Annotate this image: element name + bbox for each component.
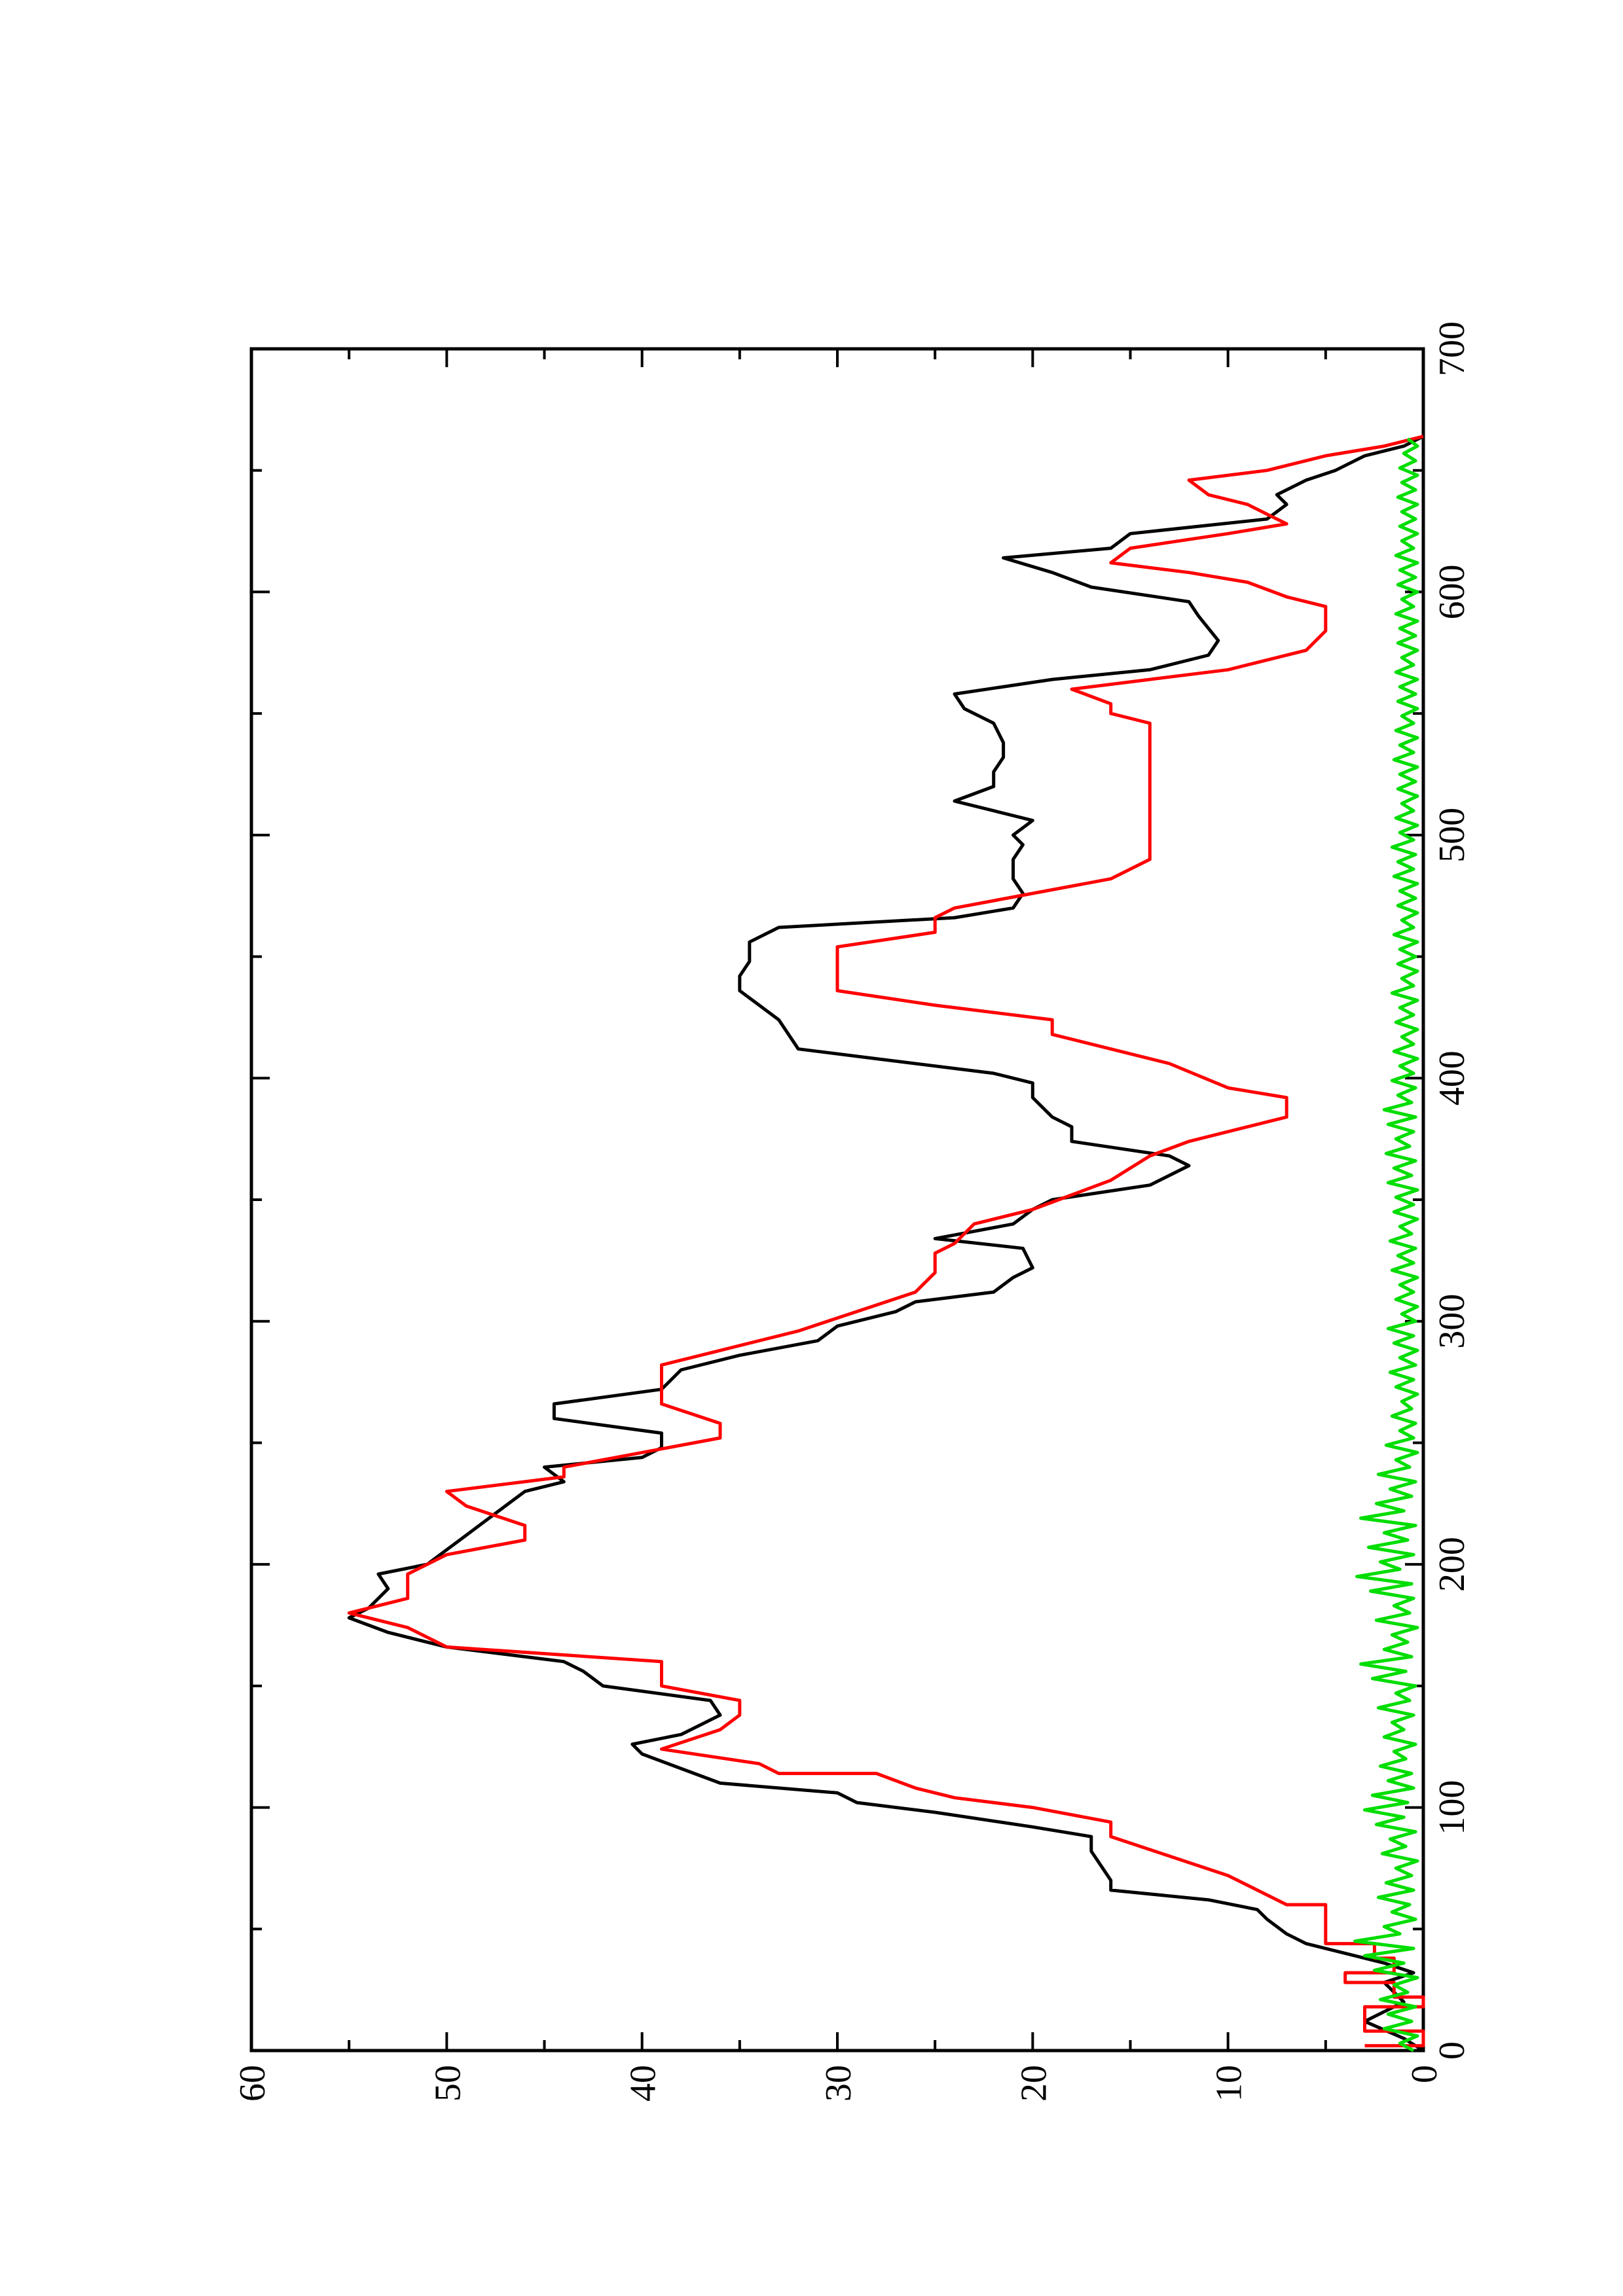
x-tick-label: 0 (1432, 2041, 1472, 2060)
x-tick-label: 400 (1432, 1050, 1472, 1105)
x-tick-label: 200 (1432, 1537, 1472, 1592)
x-tick-label: 300 (1432, 1294, 1472, 1349)
y-tick-label: 0 (1404, 2065, 1445, 2083)
series-layer (347, 435, 1425, 2053)
y-tick-label: 50 (428, 2065, 468, 2102)
x-tick-label: 700 (1432, 321, 1472, 376)
plot-frame (249, 347, 1425, 2053)
x-tick-label: 600 (1432, 564, 1472, 619)
y-tick-label: 10 (1209, 2065, 1250, 2102)
y-axis-ticks (250, 349, 1425, 2051)
y-tick-label: 20 (1013, 2065, 1054, 2102)
x-axis-ticks (251, 348, 1423, 2052)
series-line-3 (1353, 437, 1419, 2053)
x-axis-tick-labels: 0 100 200 300 400 500 600 700 (1432, 321, 1472, 2060)
y-axis-tick-labels: 0 10 20 30 40 50 60 (232, 2065, 1445, 2102)
series-line-1 (347, 435, 1425, 2053)
x-tick-label: 500 (1432, 808, 1472, 863)
series-line-2 (347, 435, 1425, 2048)
y-tick-label: 30 (818, 2065, 859, 2102)
x-tick-label: 100 (1432, 1780, 1472, 1835)
y-tick-label: 40 (623, 2065, 664, 2102)
rotated-plot-group: 0 100 200 300 400 500 600 700 0 10 20 30 40 50 60 (232, 321, 1472, 2102)
y-tick-label: 60 (232, 2065, 273, 2102)
